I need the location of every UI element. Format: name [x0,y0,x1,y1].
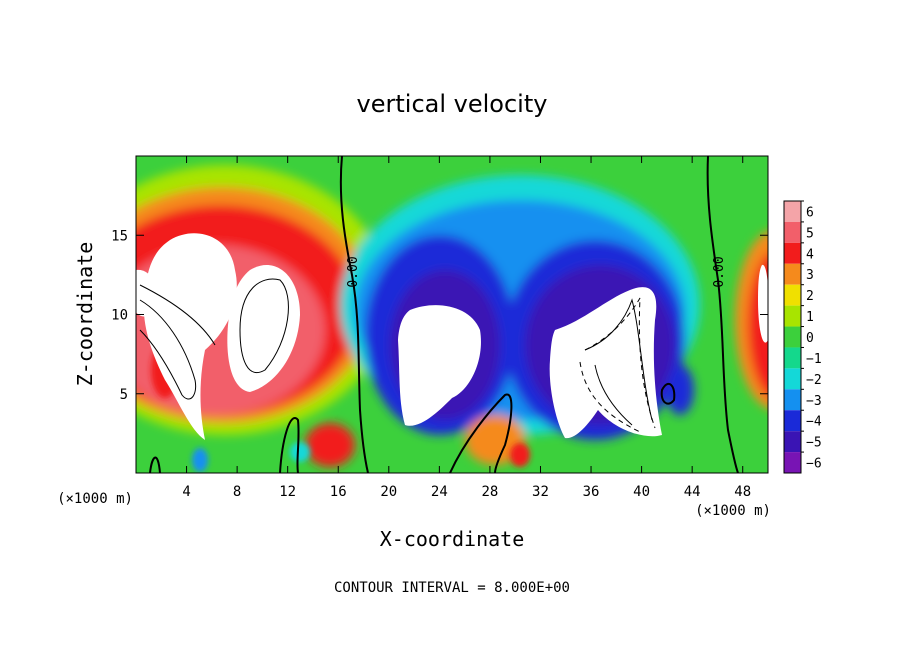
x-tick-label: 8 [233,484,241,500]
colorbar-label: 6 [806,205,814,220]
x-tick-label: 40 [633,484,650,500]
colorbar-label: −2 [806,373,822,388]
colorbar-frame [783,200,802,474]
colorbar: 6 5 4 3 2 1 0 −1 −2 −3 −4 −5 −6 [783,200,822,474]
contour-label: 0.00 [712,256,727,287]
colorbar-label: 3 [806,268,814,283]
colorbar-label: −6 [806,457,822,472]
x-tick-label: 32 [532,484,549,500]
colorbar-label: −1 [806,352,822,367]
contour-label: 0.00 [346,256,361,287]
y-tick-label: 15 [111,228,128,244]
x-tick-label: 36 [583,484,600,500]
colorbar-swatch [784,431,801,453]
colorbar-label: 0 [806,331,814,346]
colorbar-swatch [784,389,801,411]
colorbar-label: 1 [806,310,814,325]
colorbar-label: −5 [806,436,822,451]
x-tick-label: 4 [182,484,190,500]
y-axis: 5 10 15 [111,228,768,403]
colorbar-label: 4 [806,247,814,262]
colorbar-label: 2 [806,289,814,304]
x-tick-label: 28 [481,484,498,500]
colorbar-swatch [784,410,801,432]
colorbar-swatch [784,221,801,243]
heatmap-field [136,156,768,473]
colorbar-label: −3 [806,394,822,409]
colorbar-swatch [784,326,801,348]
colorbar-swatch [784,242,801,264]
x-tick-label: 24 [431,484,448,500]
x-axis: 4 8 12 16 20 24 28 32 36 40 44 48 [182,156,751,500]
y-axis-label: Z-coordinate [73,242,97,387]
colorbar-swatch [784,201,801,222]
x-axis-label: X-coordinate [380,527,525,551]
colorbar-swatch [784,284,801,306]
colorbar-swatch [784,368,801,390]
colorbar-swatch [784,305,801,327]
y-tick-label: 10 [111,308,128,324]
y-tick-label: 5 [120,387,128,403]
x-tick-label: 16 [330,484,347,500]
colorbar-swatch [784,452,801,473]
contour-interval-text: CONTOUR INTERVAL = 8.000E+00 [334,580,570,596]
colorbar-label: −4 [806,415,822,430]
colorbar-label: 5 [806,226,814,241]
x-tick-label: 44 [684,484,701,500]
colorbar-swatch [784,347,801,369]
x-tick-label: 20 [380,484,397,500]
chart-title: vertical velocity [357,90,548,118]
colorbar-swatch [784,263,801,285]
x-tick-label: 48 [734,484,751,500]
x-unit-note-left: (×1000 m) [57,491,133,507]
x-unit-note-right: (×1000 m) [695,503,771,519]
x-tick-label: 12 [279,484,296,500]
